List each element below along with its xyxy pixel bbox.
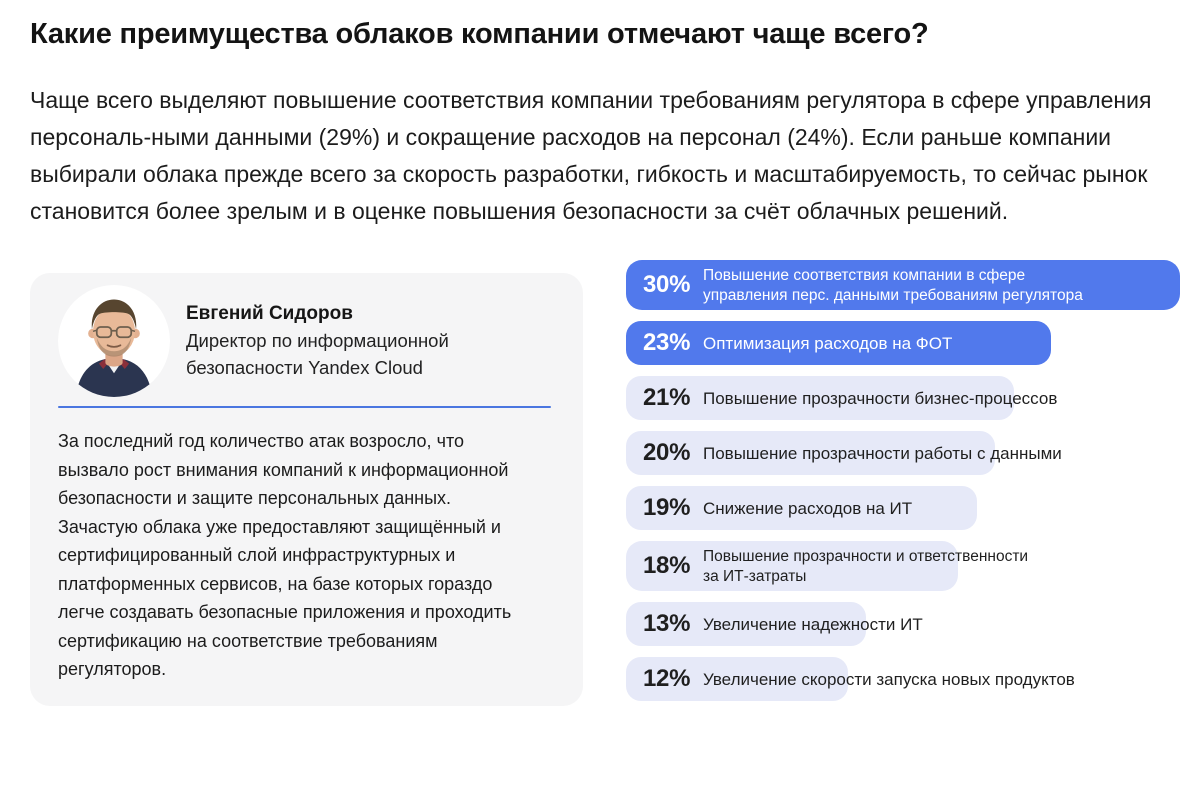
bar-content: 30% Повышение соответствия компании в сф… xyxy=(626,260,1180,310)
bar-category-label: Снижение расходов на ИТ xyxy=(703,499,913,518)
intro-paragraph: Чаще всего выделяют повышение соответств… xyxy=(30,87,1152,224)
bar-fill xyxy=(626,321,1051,365)
bar-category-label: Увеличение скорости запуска новых продук… xyxy=(703,670,1075,689)
bar-fill xyxy=(626,431,996,475)
bar-content: 21% Повышение прозрачности бизнес-процес… xyxy=(626,376,1180,420)
expert-quote-card: Евгений Сидоров Директор по информационн… xyxy=(30,273,583,706)
bar-fill xyxy=(626,541,959,591)
bar-value-label: 21% xyxy=(643,384,691,411)
bar-content: 23% Оптимизация расходов на ФОТ xyxy=(626,321,1180,365)
bar-fill xyxy=(626,602,867,646)
bar-row: 13% Увеличение надежности ИТ xyxy=(626,602,1180,646)
bar-value-label: 13% xyxy=(643,610,691,637)
bar-fill xyxy=(626,657,848,701)
expert-identity: Евгений Сидоров Директор по информационн… xyxy=(186,301,486,381)
bar-category-label: Увеличение надежности ИТ xyxy=(703,615,923,634)
bar-value-label: 20% xyxy=(643,439,691,466)
bar-content: 13% Увеличение надежности ИТ xyxy=(626,602,1180,646)
bar-row: 20% Повышение прозрачности работы с данн… xyxy=(626,431,1180,475)
bar-row: 23% Оптимизация расходов на ФОТ xyxy=(626,321,1180,365)
expert-avatar xyxy=(58,285,170,397)
bar-row: 12% Увеличение скорости запуска новых пр… xyxy=(626,657,1180,701)
bar-fill xyxy=(626,376,1014,420)
bar-category-label: Повышение прозрачности работы с данными xyxy=(703,444,1062,463)
bar-value-label: 30% xyxy=(643,271,691,298)
expert-card-header: Евгений Сидоров Директор по информационн… xyxy=(58,285,553,397)
bar-fill xyxy=(626,260,1180,310)
person-portrait-icon xyxy=(58,285,170,397)
bar-category-label: Повышение прозрачности бизнес-процессов xyxy=(703,389,1058,408)
bar-value-label: 19% xyxy=(643,494,691,521)
bar-category-label: Повышение прозрачности и ответственности… xyxy=(703,548,1029,585)
expert-role: Директор по информационной безопасности … xyxy=(186,330,449,378)
bar-content: 19% Снижение расходов на ИТ xyxy=(626,486,1180,530)
bar-content: 18% Повышение прозрачности и ответственн… xyxy=(626,541,1180,591)
content-columns: Евгений Сидоров Директор по информационн… xyxy=(30,260,1180,706)
expert-name: Евгений Сидоров xyxy=(186,303,353,324)
bar-row: 18% Повышение прозрачности и ответственн… xyxy=(626,541,1180,591)
bar-value-label: 12% xyxy=(643,665,691,692)
page-title: Какие преимущества облаков компании отме… xyxy=(30,18,929,50)
bar-chart: 30% Повышение соответствия компании в сф… xyxy=(626,260,1180,701)
bar-row: 19% Снижение расходов на ИТ xyxy=(626,486,1180,530)
bar-content: 20% Повышение прозрачности работы с данн… xyxy=(626,431,1180,475)
bar-content: 12% Увеличение скорости запуска новых пр… xyxy=(626,657,1180,701)
card-divider xyxy=(58,406,551,408)
bar-category-label: Оптимизация расходов на ФОТ xyxy=(703,334,953,353)
bar-category-label: Повышение соответствия компании в сфере … xyxy=(703,267,1083,304)
bar-row: 30% Повышение соответствия компании в сф… xyxy=(626,260,1180,310)
bar-value-label: 18% xyxy=(643,552,691,579)
bar-value-label: 23% xyxy=(643,329,691,356)
expert-quote-text: За последний год количество атак возросл… xyxy=(58,431,512,679)
bar-fill xyxy=(626,486,977,530)
bar-row: 21% Повышение прозрачности бизнес-процес… xyxy=(626,376,1180,420)
